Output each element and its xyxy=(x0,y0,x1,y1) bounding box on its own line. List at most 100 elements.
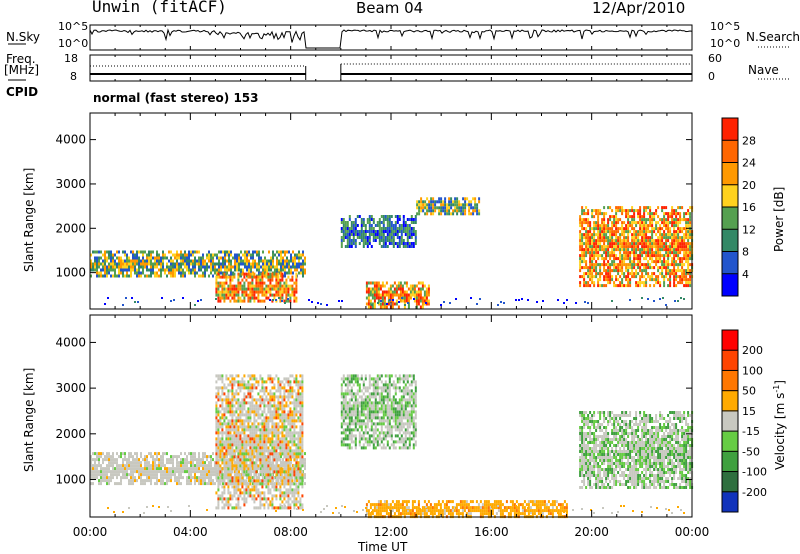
range-cell xyxy=(233,422,236,426)
ground-cell xyxy=(659,298,661,300)
range-cell xyxy=(251,434,254,438)
range-cell xyxy=(410,245,413,248)
range-cell xyxy=(579,242,582,246)
range-cell xyxy=(581,239,584,243)
range-cell xyxy=(679,245,682,249)
range-cell xyxy=(258,265,260,269)
range-cell xyxy=(617,272,620,276)
range-cell xyxy=(172,253,174,257)
range-cell xyxy=(581,209,584,213)
range-cell xyxy=(178,461,180,465)
range-cell xyxy=(217,431,220,435)
range-cell xyxy=(623,233,626,237)
range-cell xyxy=(162,256,164,260)
range-cell xyxy=(229,284,232,288)
beam-title: Beam 04 xyxy=(356,0,424,17)
range-cell xyxy=(221,425,224,429)
range-cell xyxy=(110,458,112,462)
range-cell xyxy=(237,425,240,429)
range-cell xyxy=(257,296,260,300)
range-cell xyxy=(156,470,158,474)
range-cell xyxy=(404,245,407,248)
range-cell xyxy=(446,203,449,207)
range-cell xyxy=(106,455,108,459)
range-cell xyxy=(253,416,256,420)
range-cell xyxy=(362,245,365,248)
range-cell xyxy=(579,254,582,258)
range-cell xyxy=(643,239,646,243)
range-cell xyxy=(225,497,228,501)
range-cell xyxy=(589,278,592,282)
range-cell xyxy=(124,464,126,468)
range-cell xyxy=(609,269,612,273)
range-cell xyxy=(615,284,618,288)
range-cell xyxy=(687,218,690,222)
range-cell xyxy=(621,227,624,231)
range-cell xyxy=(605,278,608,282)
range-cell xyxy=(108,271,110,275)
range-cell xyxy=(247,407,250,411)
range-cell xyxy=(406,239,409,242)
range-cell xyxy=(178,473,180,477)
ground-cell xyxy=(566,299,568,301)
range-cell xyxy=(651,233,654,237)
range-cell xyxy=(633,242,636,246)
range-cell xyxy=(122,265,124,269)
ground-cell xyxy=(563,302,565,304)
range-cell xyxy=(241,425,244,429)
range-cell xyxy=(235,425,238,429)
range-cell xyxy=(360,224,363,227)
range-cell xyxy=(243,455,246,459)
range-cell xyxy=(282,259,284,263)
range-cell xyxy=(293,293,296,297)
range-cell xyxy=(609,251,612,255)
range-cell xyxy=(273,404,276,408)
range-cell xyxy=(164,253,166,257)
range-cell xyxy=(591,212,594,216)
range-cell xyxy=(221,386,224,390)
range-cell xyxy=(239,482,242,486)
range-cell xyxy=(408,245,411,248)
range-cell xyxy=(221,506,224,510)
range-cell xyxy=(269,503,272,507)
range-cell xyxy=(252,458,254,462)
range-cell xyxy=(235,443,238,447)
range-cell xyxy=(655,221,658,225)
range-cell xyxy=(162,458,164,462)
ground-cell xyxy=(680,297,682,299)
range-cell xyxy=(235,398,238,402)
range-cell xyxy=(215,443,218,447)
range-cell xyxy=(421,287,424,291)
range-cell xyxy=(245,458,248,462)
range-cell xyxy=(667,269,670,273)
range-cell xyxy=(245,455,248,459)
range-cell xyxy=(271,431,274,435)
range-cell xyxy=(269,479,272,483)
range-cell xyxy=(613,281,616,285)
range-cell xyxy=(275,275,278,279)
range-cell xyxy=(273,377,276,381)
range-cell xyxy=(251,398,254,402)
range-cell xyxy=(267,488,270,492)
range-cell xyxy=(148,452,150,456)
range-cell xyxy=(224,256,226,260)
range-cell xyxy=(673,221,676,225)
range-cell xyxy=(231,449,234,453)
range-cell xyxy=(639,269,642,273)
range-cell xyxy=(450,200,453,204)
range-cell xyxy=(200,268,202,272)
range-cell xyxy=(126,274,128,278)
range-cell xyxy=(641,227,644,231)
range-cell xyxy=(419,296,422,300)
range-cell xyxy=(669,215,672,219)
range-cell xyxy=(176,268,178,272)
range-cell xyxy=(247,401,250,405)
range-cell xyxy=(673,236,676,240)
range-cell xyxy=(168,467,170,471)
range-cell xyxy=(409,284,412,288)
range-cell xyxy=(269,491,272,495)
range-cell xyxy=(192,268,194,272)
velocity-panel xyxy=(89,314,694,519)
range-cell xyxy=(257,407,260,411)
range-cell xyxy=(390,233,393,236)
